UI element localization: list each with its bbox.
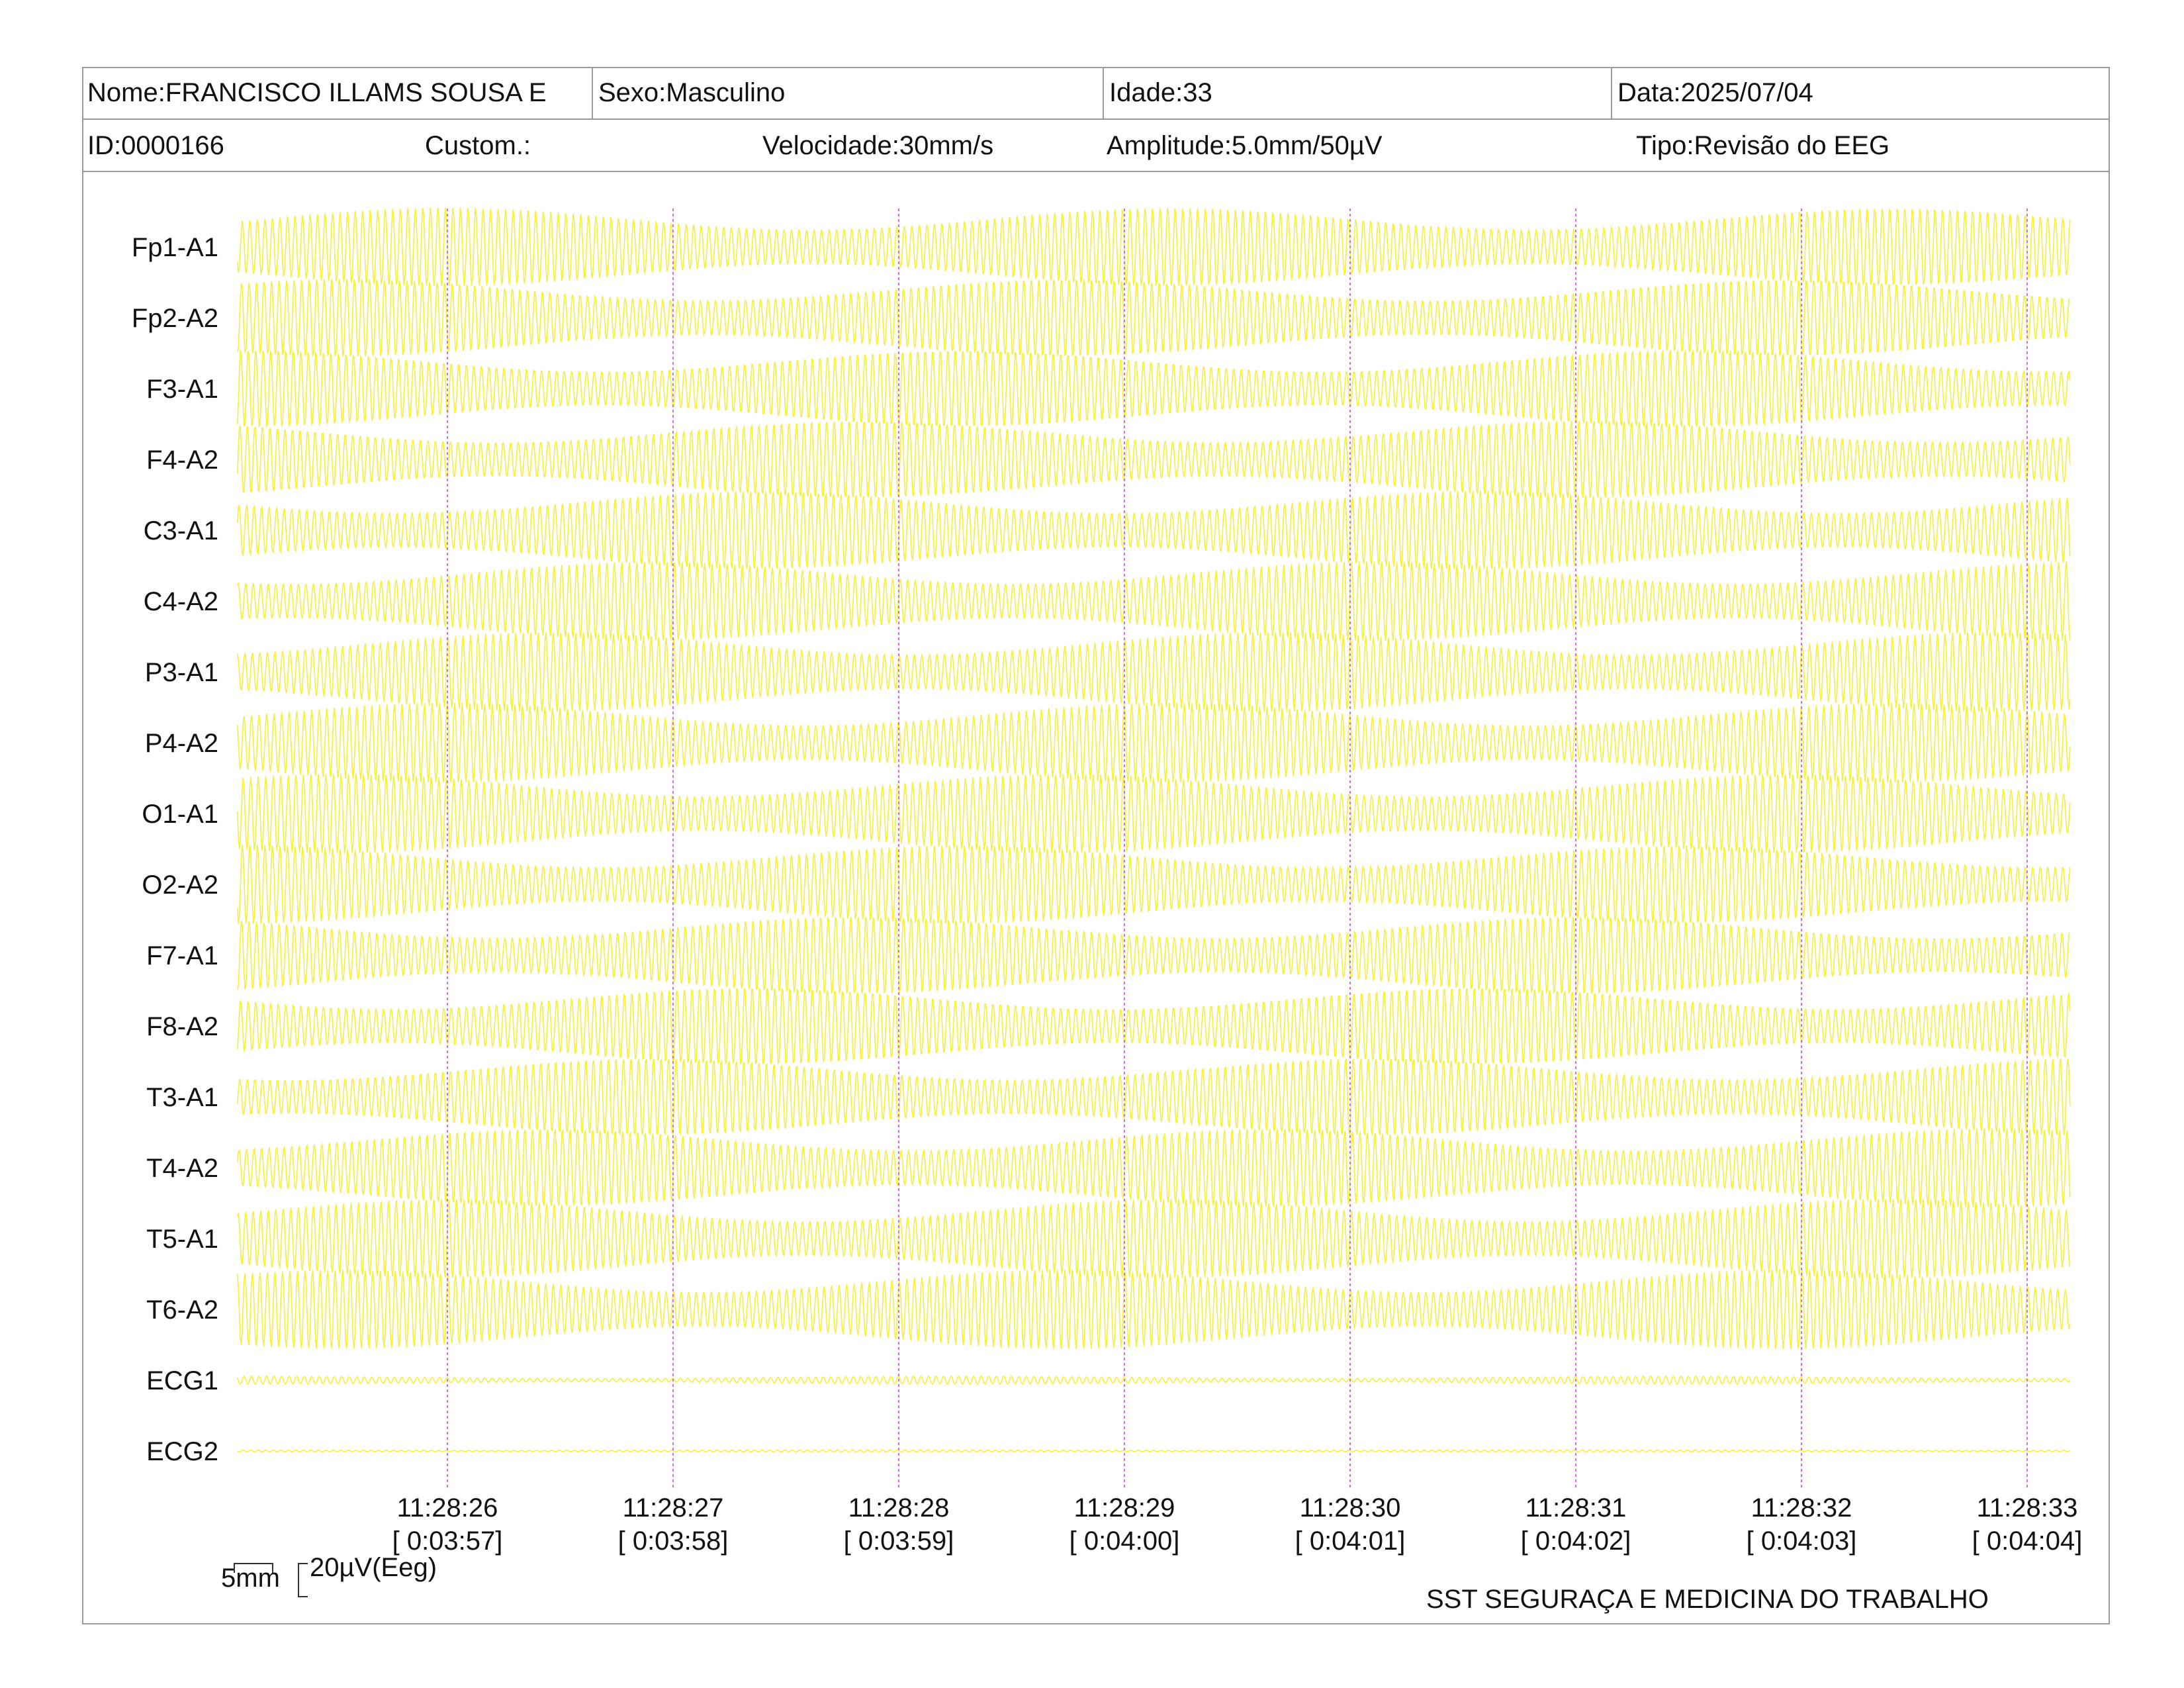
trace-c4-a2	[237, 561, 2071, 641]
channel-label-f4-a2: F4-A2	[146, 445, 218, 475]
trace-t6-a2	[237, 1269, 2071, 1350]
trace-f3-a1	[237, 349, 2071, 428]
patient-sex: Sexo:Masculino	[592, 67, 1103, 118]
trace-ecg2	[237, 1449, 2071, 1453]
trace-o1-a1	[237, 774, 2071, 853]
time-tick-clock: 11:28:33	[1977, 1493, 2078, 1523]
time-tick-clock: 11:28:31	[1525, 1493, 1627, 1523]
time-tick-clock: 11:28:28	[848, 1493, 950, 1523]
patient-name: Nome:FRANCISCO ILLAMS SOUSA E	[87, 78, 547, 107]
time-tick-elapsed: [ 0:04:01]	[1295, 1526, 1406, 1556]
trace-f7-a1	[237, 915, 2070, 995]
time-markers	[447, 209, 2028, 1489]
recording-amplitude: Amplitude:5.0mm/50µV	[1107, 130, 1383, 160]
channel-label-t6-a2: T6-A2	[146, 1295, 218, 1325]
channel-label-ecg2: ECG2	[146, 1437, 218, 1466]
exam-date: Data:2025/07/04	[1611, 67, 2110, 118]
time-tick-clock: 11:28:27	[623, 1493, 724, 1523]
time-tick-elapsed: [ 0:03:58]	[618, 1526, 729, 1556]
trace-fp1-a1	[237, 207, 2071, 287]
channel-label-ecg1: ECG1	[146, 1366, 218, 1395]
trace-t4-a2	[237, 1128, 2071, 1207]
company-name: SST SEGURAÇA E MEDICINA DO TRABALHO	[1426, 1585, 1989, 1614]
trace-f4-a2	[237, 420, 2071, 498]
channel-label-p4-a2: P4-A2	[145, 729, 218, 758]
channel-label-fp1-a1: Fp1-A1	[132, 233, 218, 262]
channel-label-f8-a2: F8-A2	[146, 1012, 218, 1041]
channel-label-f3-a1: F3-A1	[146, 375, 218, 404]
channel-label-fp2-a2: Fp2-A2	[132, 304, 218, 333]
trace-f8-a2	[237, 987, 2071, 1065]
patient-id: ID:0000166	[87, 130, 224, 160]
eeg-traces	[237, 207, 2071, 1453]
report-frame	[82, 67, 2110, 1624]
scale-bar-amplitude-label: 20µV(Eeg)	[310, 1553, 437, 1582]
time-tick-elapsed: [ 0:04:00]	[1069, 1526, 1180, 1556]
channel-label-o1-a1: O1-A1	[142, 800, 218, 829]
exam-type: Tipo:Revisão do EEG	[1636, 130, 1890, 160]
time-tick-elapsed: [ 0:03:57]	[392, 1526, 503, 1556]
time-tick-elapsed: [ 0:03:59]	[844, 1526, 954, 1556]
time-tick-clock: 11:28:26	[397, 1493, 498, 1523]
channel-label-p3-a1: P3-A1	[145, 658, 218, 687]
channel-label-c3-a1: C3-A1	[144, 516, 218, 545]
header-row-1: Nome:FRANCISCO ILLAMS SOUSA E Sexo:Mascu…	[82, 67, 2110, 120]
channel-label-o2-a2: O2-A2	[142, 870, 218, 900]
trace-p3-a1	[237, 632, 2071, 712]
patient-age: Idade:33	[1103, 67, 1611, 118]
channel-label-t3-a1: T3-A1	[146, 1083, 218, 1112]
time-tick-elapsed: [ 0:04:02]	[1521, 1526, 1631, 1556]
header-row-2: ID:0000166 Custom.: Velocidade:30mm/s Am…	[82, 120, 2110, 172]
trace-ecg1	[237, 1375, 2071, 1385]
time-tick-clock: 11:28:32	[1751, 1493, 1852, 1523]
custom-field: Custom.:	[425, 130, 531, 160]
trace-t5-a1	[237, 1199, 2071, 1278]
time-tick-elapsed: [ 0:04:03]	[1747, 1526, 1857, 1556]
trace-o2-a2	[237, 845, 2071, 924]
trace-p4-a2	[237, 702, 2071, 783]
channel-label-c4-a2: C4-A2	[144, 587, 218, 616]
trace-c3-a1	[237, 491, 2071, 570]
channel-label-t4-a2: T4-A2	[146, 1154, 218, 1183]
time-tick-labels: 11:28:26[ 0:03:57] 11:28:27[ 0:03:58] 11:2…	[392, 1493, 2083, 1556]
channel-labels: Fp1-A1 Fp2-A2 F3-A1 F4-A2 C3-A1 C4-A2 P3-A1 P4-…	[132, 233, 218, 1466]
time-tick-elapsed: [ 0:04:04]	[1972, 1526, 2083, 1556]
trace-t3-a1	[237, 1058, 2071, 1136]
recording-speed: Velocidade:30mm/s	[762, 130, 994, 160]
scale-bar-time-label: 5mm	[221, 1564, 280, 1593]
time-tick-clock: 11:28:30	[1300, 1493, 1401, 1523]
trace-fp2-a2	[237, 279, 2070, 357]
channel-label-t5-a1: T5-A1	[146, 1225, 218, 1254]
time-tick-clock: 11:28:29	[1074, 1493, 1175, 1523]
channel-label-f7-a1: F7-A1	[146, 941, 218, 970]
